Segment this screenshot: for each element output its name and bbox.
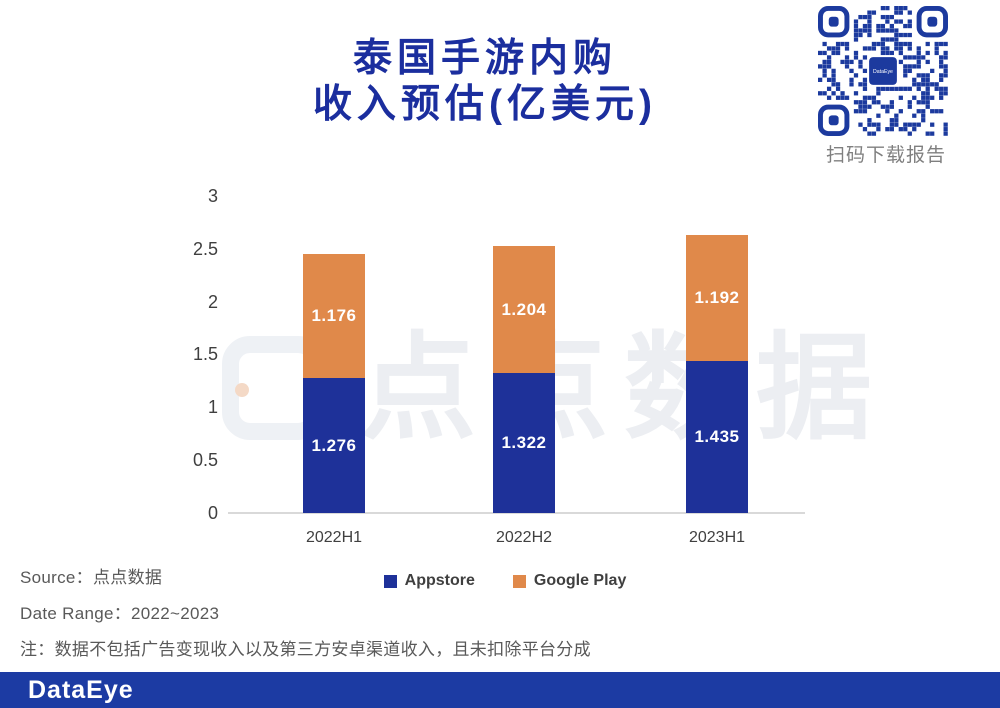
- bar-value-label: 1.322: [501, 433, 547, 453]
- note-line: 注：数据不包括广告变现收入以及第三方安卓渠道收入，且未扣除平台分成: [20, 640, 591, 659]
- legend-swatch-google-play: [512, 574, 526, 588]
- chart-title: 泰国手游内购 收入预估(亿美元): [85, 36, 885, 128]
- chart-title-line2: 收入预估(亿美元): [313, 83, 657, 126]
- y-axis-tick-label: 0: [207, 503, 218, 523]
- bar-segment-google-play: 1.192: [686, 235, 748, 362]
- bar-segment-appstore: 1.322: [493, 373, 555, 513]
- legend-item-appstore: Appstore: [383, 572, 475, 590]
- x-axis-line: [228, 512, 805, 514]
- bar-value-label: 1.276: [311, 435, 357, 455]
- bar-segment-google-play: 1.204: [493, 246, 555, 374]
- y-axis-tick-label: 2: [207, 291, 218, 312]
- legend-label-google-play: Google Play: [533, 572, 627, 589]
- legend-item-google-play: Google Play: [512, 572, 627, 590]
- chart-title-line1: 泰国手游内购: [352, 37, 617, 80]
- qr-code-svg: DataEye: [818, 6, 948, 136]
- bar-value-label: 1.435: [694, 427, 740, 447]
- bar-segment-appstore: 1.435: [686, 361, 748, 513]
- x-axis-tick-label: 2022H1: [305, 529, 363, 546]
- bar-value-label: 1.176: [311, 305, 357, 325]
- legend-label-appstore: Appstore: [404, 572, 475, 589]
- qr-caption: 扫码下载报告: [825, 145, 946, 166]
- y-axis-tick-label: 1: [207, 397, 218, 418]
- qr-center-logo-text: DataEye: [873, 69, 893, 75]
- qr-code: DataEye: [818, 6, 948, 136]
- x-axis-tick-label: 2023H1: [688, 529, 746, 546]
- chart-legend: Appstore Google Play: [250, 569, 760, 593]
- legend-swatch-appstore: [383, 574, 397, 588]
- bar-value-label: 1.192: [694, 288, 740, 308]
- y-axis-tick-label: 0.5: [192, 450, 218, 471]
- bar-segment-appstore: 1.276: [303, 378, 365, 513]
- y-axis-tick-label: 3: [207, 185, 218, 206]
- footnotes: Source：点点数据 Date Range：2022~2023 注：数据不包括…: [20, 567, 591, 675]
- y-axis-tick-label: 2.5: [192, 238, 218, 259]
- date-range-line: Date Range：2022~2023: [20, 604, 220, 623]
- dataeye-logo: DataEye: [28, 675, 134, 704]
- footer-bar: DataEye: [0, 672, 1000, 708]
- qr-center-logo: [869, 57, 897, 85]
- source-line: Source：点点数据: [20, 568, 163, 587]
- x-axis-tick-label: 2022H2: [495, 529, 553, 546]
- y-axis-tick-label: 1.5: [192, 344, 218, 365]
- bar-value-label: 1.204: [501, 299, 547, 319]
- bar-segment-google-play: 1.176: [303, 253, 365, 379]
